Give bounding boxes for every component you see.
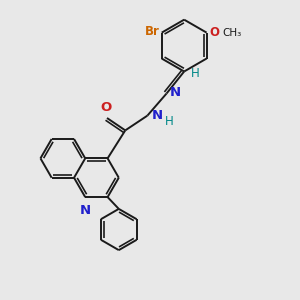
Text: Br: Br [145,25,159,38]
Text: H: H [164,115,173,128]
Text: CH₃: CH₃ [222,28,241,38]
Text: O: O [209,26,219,39]
Text: N: N [80,204,91,217]
Text: N: N [170,86,181,99]
Text: N: N [152,109,163,122]
Text: O: O [100,101,111,115]
Text: H: H [190,67,200,80]
